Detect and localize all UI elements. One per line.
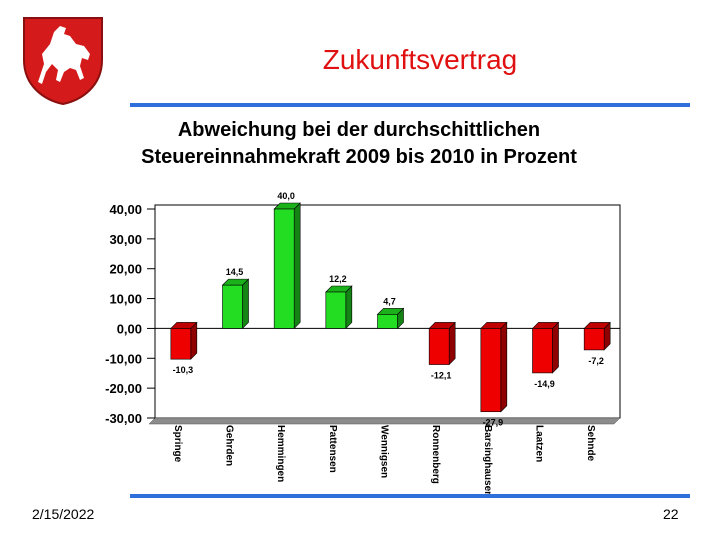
footer-divider (130, 494, 690, 498)
footer-date: 2/15/2022 (32, 506, 95, 522)
data-label: -7,2 (588, 356, 604, 366)
page-number: 22 (663, 506, 679, 522)
category-label: Barsinghausen (482, 425, 493, 497)
bar (583, 328, 605, 351)
y-tick-label: 20,00 (109, 262, 142, 277)
y-tick-label: 40,00 (109, 202, 142, 217)
y-tick-label: 30,00 (109, 232, 142, 247)
category-label: Sehnde (585, 425, 596, 462)
data-label: -14,9 (534, 379, 555, 389)
y-tick-label: -20,00 (105, 381, 142, 396)
category-label: Springe (172, 425, 183, 463)
data-label: 14,5 (226, 267, 244, 277)
data-label: -27,9 (483, 418, 504, 428)
data-label: -12,1 (431, 371, 452, 381)
data-label: -10,3 (173, 365, 194, 375)
bar (428, 328, 450, 365)
slide-title: Zukunftsvertrag (322, 44, 518, 75)
category-label: Ronnenberg (430, 425, 441, 484)
category-label: Wennigsen (379, 425, 390, 478)
bar (377, 314, 398, 329)
coat-of-arms-logo (23, 17, 103, 106)
chart-title: Abweichung bei der durchschittlichen Ste… (96, 117, 622, 171)
y-tick-label: 10,00 (109, 292, 142, 307)
bar-side (293, 202, 301, 330)
bar (532, 328, 553, 374)
bar (273, 208, 295, 329)
plot-floor (148, 417, 621, 425)
bar-side (448, 321, 456, 366)
bar-side (552, 321, 559, 374)
bar-side (345, 285, 353, 330)
category-label: Gehrden (224, 425, 235, 466)
bar-chart: 40,00 30,00 20,00 10,00 0,00 -10,00 -20,00 -30,… (105, 191, 621, 497)
category-label: Pattensen (327, 425, 338, 473)
chart-title-line-1: Abweichung bei der durchschittlichen (177, 119, 541, 141)
bar-side (242, 278, 249, 330)
y-tick-label: -30,00 (105, 411, 142, 426)
data-label: 4,7 (383, 296, 396, 306)
y-tick-label: 0,00 (117, 321, 142, 336)
bar (325, 291, 347, 329)
bar (480, 328, 502, 413)
bar (170, 328, 192, 360)
chart-title-line-2: Steuereinnahmekraft 2009 bis 2010 in Pro… (141, 146, 577, 168)
title-divider (130, 103, 690, 107)
category-label: Hemmingen (275, 425, 286, 482)
data-label: 40,0 (277, 191, 295, 201)
data-label: 12,2 (329, 274, 347, 284)
bar-side (500, 321, 508, 413)
bar (222, 284, 243, 329)
y-tick-label: -10,00 (105, 351, 142, 366)
category-label: Laatzen (534, 425, 545, 462)
